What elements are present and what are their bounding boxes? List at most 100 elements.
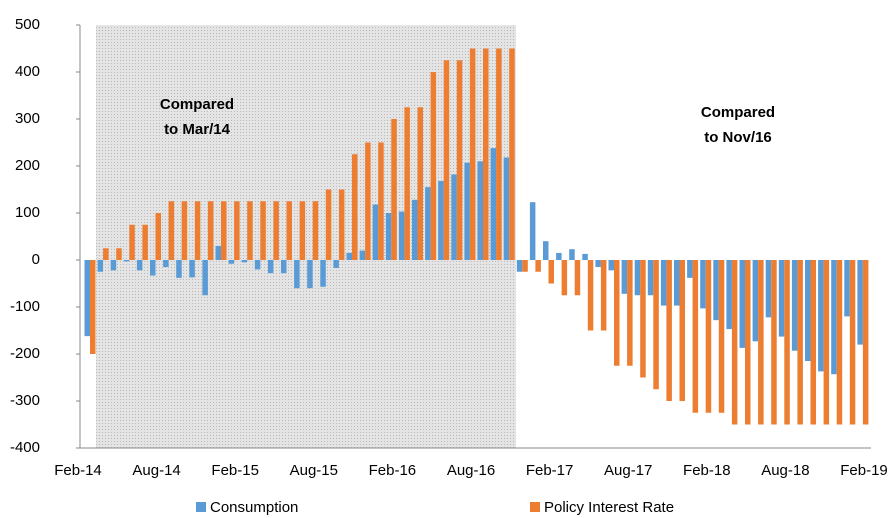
bar bbox=[352, 154, 358, 260]
bar bbox=[608, 260, 614, 271]
bar bbox=[543, 241, 549, 260]
bar bbox=[752, 260, 759, 342]
y-tick-label: 200 bbox=[15, 157, 40, 174]
bar bbox=[595, 260, 601, 268]
bar bbox=[372, 204, 379, 260]
y-tick-label: 0 bbox=[32, 251, 40, 268]
bar bbox=[391, 119, 397, 260]
bar bbox=[490, 148, 497, 260]
bar bbox=[456, 60, 463, 260]
y-tick-label: 300 bbox=[15, 110, 40, 127]
y-tick-label: 500 bbox=[15, 16, 40, 33]
bar bbox=[522, 260, 528, 272]
bar bbox=[142, 224, 148, 260]
bar bbox=[831, 260, 837, 375]
legend-swatch bbox=[196, 502, 206, 512]
bar bbox=[286, 201, 292, 260]
x-tick-label: Feb-16 bbox=[369, 462, 417, 479]
bar bbox=[176, 260, 182, 278]
bar bbox=[660, 260, 667, 306]
bar bbox=[621, 260, 628, 294]
bar bbox=[797, 260, 803, 425]
bar bbox=[516, 260, 523, 272]
bar bbox=[307, 260, 313, 289]
annotation: Compared bbox=[701, 104, 775, 121]
bar bbox=[614, 260, 620, 366]
bar bbox=[810, 260, 816, 425]
bar bbox=[168, 201, 175, 260]
bar bbox=[805, 260, 811, 362]
bar bbox=[692, 260, 699, 413]
legend-swatch bbox=[530, 502, 540, 512]
bar bbox=[674, 260, 680, 306]
bar bbox=[385, 213, 392, 260]
bar bbox=[483, 48, 489, 260]
bar bbox=[412, 199, 418, 260]
bar bbox=[745, 260, 751, 425]
bar bbox=[653, 260, 659, 390]
bar bbox=[705, 260, 712, 413]
bar bbox=[417, 107, 423, 260]
bar bbox=[582, 253, 588, 260]
bar bbox=[378, 142, 384, 260]
bar bbox=[97, 260, 104, 272]
bar bbox=[857, 260, 863, 345]
bar bbox=[765, 260, 772, 318]
bar bbox=[503, 157, 510, 260]
bar bbox=[215, 245, 221, 260]
bar bbox=[687, 260, 693, 278]
bar bbox=[679, 260, 685, 401]
bar bbox=[299, 201, 306, 260]
bar bbox=[123, 260, 130, 262]
bar bbox=[254, 260, 261, 270]
bar bbox=[496, 48, 502, 260]
y-tick-label: -200 bbox=[10, 345, 40, 362]
bar bbox=[333, 260, 339, 268]
bar bbox=[731, 260, 738, 425]
bar bbox=[849, 260, 856, 425]
legend-label: Consumption bbox=[210, 499, 298, 516]
bar bbox=[234, 201, 240, 260]
bar bbox=[477, 161, 483, 260]
bar bbox=[221, 201, 227, 260]
bar bbox=[294, 260, 300, 289]
bar bbox=[404, 107, 410, 260]
bar bbox=[273, 201, 279, 260]
x-tick-label: Aug-15 bbox=[290, 462, 338, 479]
bar bbox=[116, 248, 122, 260]
bar bbox=[791, 260, 798, 351]
bar bbox=[600, 260, 607, 331]
bar bbox=[627, 260, 633, 366]
bar bbox=[398, 211, 405, 260]
bar bbox=[771, 260, 777, 425]
bar bbox=[862, 260, 869, 425]
bar bbox=[338, 189, 345, 260]
bar bbox=[181, 201, 188, 260]
x-tick-label: Aug-16 bbox=[447, 462, 495, 479]
annotation: Compared bbox=[160, 96, 234, 113]
bar bbox=[189, 260, 195, 278]
y-tick-label: -100 bbox=[10, 298, 40, 315]
bar bbox=[778, 260, 785, 337]
bar bbox=[739, 260, 745, 348]
legend-label: Policy Interest Rate bbox=[544, 499, 674, 516]
bar bbox=[103, 248, 109, 260]
x-tick-label: Feb-17 bbox=[526, 462, 574, 479]
bar bbox=[713, 260, 719, 321]
bar bbox=[241, 260, 248, 263]
bar bbox=[202, 260, 208, 296]
bar bbox=[718, 260, 725, 413]
bar bbox=[509, 48, 515, 260]
bar bbox=[587, 260, 594, 331]
x-tick-label: Feb-18 bbox=[683, 462, 731, 479]
bar bbox=[758, 260, 764, 425]
bar bbox=[443, 60, 450, 260]
bar bbox=[529, 202, 536, 260]
annotation: to Mar/14 bbox=[164, 121, 231, 138]
bar bbox=[556, 252, 562, 260]
bar bbox=[365, 142, 371, 260]
bar bbox=[438, 181, 444, 260]
bar bbox=[346, 252, 352, 260]
bar bbox=[844, 260, 850, 317]
